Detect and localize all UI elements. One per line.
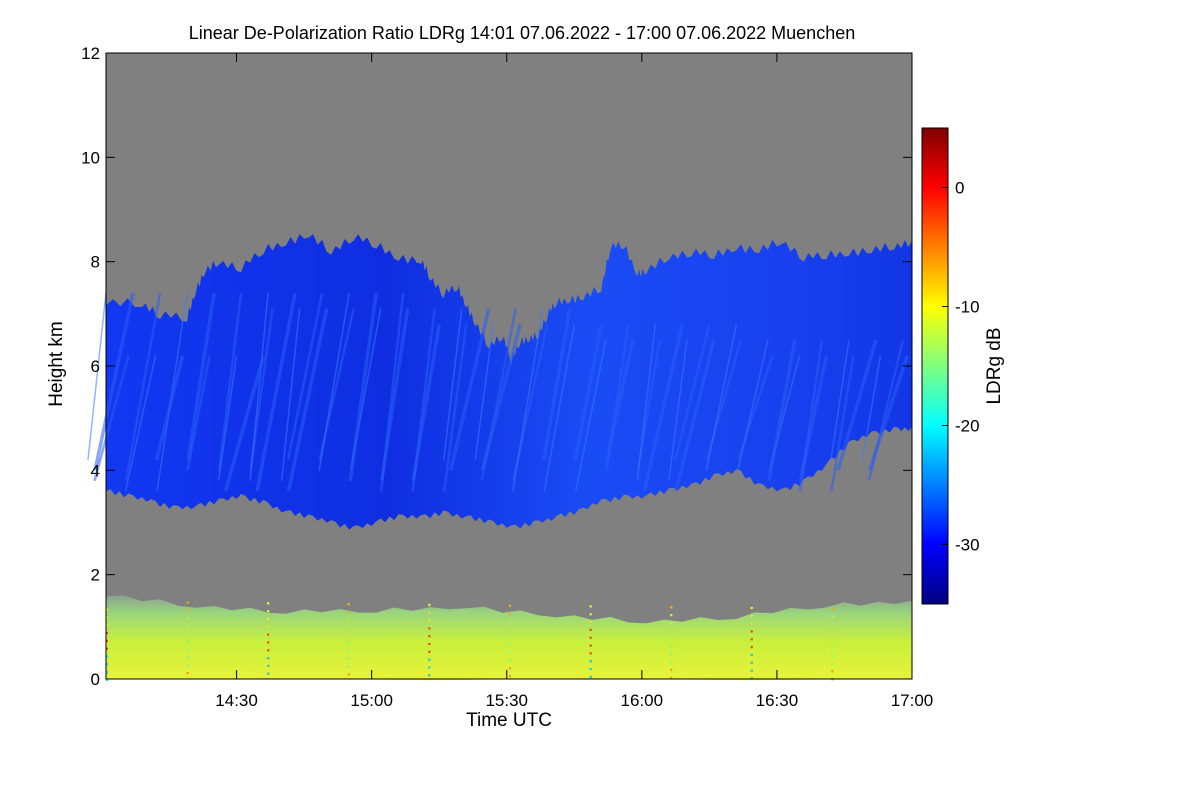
colorbar xyxy=(921,127,949,605)
colorbar-tick-label: 0 xyxy=(955,179,964,198)
y-tick-label: 8 xyxy=(91,253,100,272)
y-tick-label: 12 xyxy=(81,44,100,63)
x-tick-label: 15:00 xyxy=(350,691,393,710)
x-axis-label: Time UTC xyxy=(466,710,552,731)
y-tick-label: 6 xyxy=(91,357,100,376)
x-tick-label: 16:30 xyxy=(756,691,799,710)
cloud-texture xyxy=(87,292,910,492)
x-tick-label: 16:00 xyxy=(621,691,664,710)
chart-title: Linear De-Polarization Ratio LDRg 14:01 … xyxy=(189,23,855,43)
y-axis-label: Height km xyxy=(46,321,67,407)
y-tick-label: 4 xyxy=(91,461,100,480)
data-layers xyxy=(87,234,912,681)
x-tick-label: 17:00 xyxy=(891,691,934,710)
x-tick-label: 14:30 xyxy=(215,691,258,710)
colorbar-tick-label: -10 xyxy=(955,298,980,317)
layer-cirrus-cloud xyxy=(106,234,912,530)
y-axis: 0 2 4 6 8 10 12 xyxy=(81,44,912,689)
colorbar-ticks: 0 -10 -20 -30 xyxy=(942,179,980,555)
colorbar-label: LDRg dB xyxy=(984,327,1005,404)
y-tick-label: 0 xyxy=(91,670,100,689)
y-tick-label: 10 xyxy=(81,148,100,167)
y-tick-label: 2 xyxy=(91,566,100,585)
colorbar-tick-label: -20 xyxy=(955,417,980,436)
boundary-layer-texture xyxy=(106,601,834,681)
x-tick-label: 15:30 xyxy=(485,691,528,710)
x-axis: 14:30 15:00 15:30 16:00 16:30 17:00 xyxy=(215,53,933,710)
colorbar-tick-label: -30 xyxy=(955,536,980,555)
